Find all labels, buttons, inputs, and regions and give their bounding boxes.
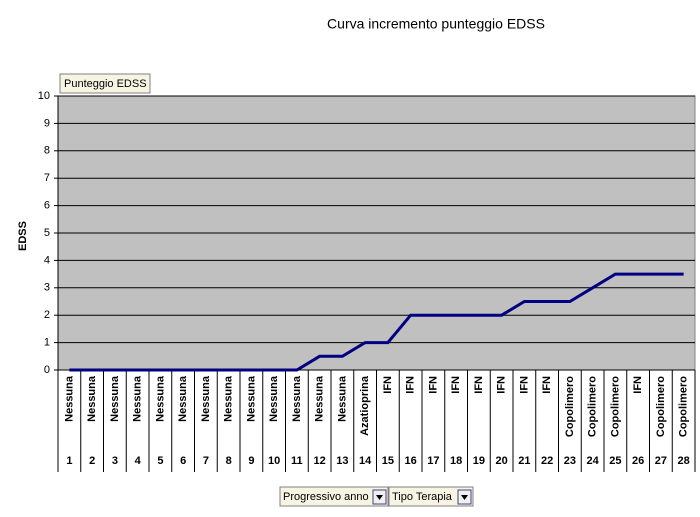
x-tick-label: 12	[314, 455, 326, 467]
field-button-label[interactable]: Progressivo anno	[283, 491, 369, 503]
x-tick-label: 19	[473, 455, 485, 467]
x-tick-label: 2	[89, 455, 95, 467]
x-tick-label: 3	[112, 455, 118, 467]
field-button-label[interactable]: Tipo Terapia	[392, 491, 453, 503]
x-tick-label: 7	[203, 455, 209, 467]
therapy-label: Copolimero	[587, 376, 599, 437]
y-tick-label: 3	[44, 282, 50, 294]
therapy-label: IFN	[518, 376, 530, 394]
x-tick-label: 11	[291, 455, 303, 467]
therapy-label: Azatioprina	[359, 375, 371, 436]
y-axis-label: EDSS	[17, 221, 29, 251]
y-tick-label: 5	[44, 227, 50, 239]
series-button[interactable]	[59, 73, 151, 94]
x-tick-label: 1	[66, 455, 72, 467]
y-tick-label: 1	[44, 337, 50, 349]
y-tick-label: 9	[44, 117, 50, 129]
therapy-label: Nessuna	[245, 375, 257, 422]
x-tick-label: 15	[382, 455, 394, 467]
therapy-label: IFN	[541, 376, 553, 394]
therapy-label: Copolimero	[564, 376, 576, 437]
field-button[interactable]	[388, 486, 474, 507]
x-tick-label: 16	[405, 455, 417, 467]
data-line	[69, 272, 684, 372]
y-tick-label: 8	[44, 145, 50, 157]
dropdown-arrow[interactable]	[376, 495, 383, 500]
x-tick-label: 5	[157, 455, 163, 467]
y-tick-label: 0	[44, 364, 50, 376]
x-tick-label: 10	[268, 455, 280, 467]
x-tick-label: 9	[248, 455, 254, 467]
y-tick-label: 10	[38, 90, 50, 102]
therapy-label: Nessuna	[200, 375, 212, 422]
y-tick-label: 2	[44, 309, 50, 321]
x-tick-label: 13	[336, 455, 348, 467]
x-tick-label: 18	[450, 455, 462, 467]
therapy-label: Nessuna	[154, 375, 166, 422]
therapy-label: Nessuna	[314, 375, 326, 422]
x-tick-label: 23	[564, 455, 576, 467]
x-tick-label: 26	[632, 455, 644, 467]
chart-title: Curva incremento punteggio EDSS	[327, 16, 545, 32]
therapy-label: Nessuna	[223, 375, 235, 422]
y-tick-label: 4	[44, 254, 50, 266]
x-tick-label: 20	[496, 455, 508, 467]
y-tick-label: 6	[44, 200, 50, 212]
x-tick-label: 25	[609, 455, 621, 467]
x-tick-label: 28	[678, 455, 690, 467]
therapy-label: IFN	[496, 376, 508, 394]
therapy-label: Nessuna	[132, 375, 144, 422]
x-tick-label: 4	[135, 455, 142, 467]
therapy-label: Nessuna	[177, 375, 189, 422]
therapy-label: IFN	[405, 376, 417, 394]
therapy-label: IFN	[473, 376, 485, 394]
therapy-label: Nessuna	[268, 375, 280, 422]
x-tick-label: 27	[655, 455, 667, 467]
therapy-label: Copolimero	[655, 376, 667, 437]
therapy-label: Copolimero	[609, 376, 621, 437]
dropdown-arrow[interactable]	[461, 495, 468, 500]
x-tick-label: 14	[359, 455, 372, 467]
x-tick-label: 8	[226, 455, 232, 467]
therapy-label: Nessuna	[109, 375, 121, 422]
x-tick-label: 21	[518, 455, 530, 467]
series-button-label[interactable]: Punteggio EDSS	[64, 78, 147, 90]
x-tick-label: 24	[587, 455, 600, 467]
therapy-label: IFN	[382, 376, 394, 394]
therapy-label: IFN	[427, 376, 439, 394]
x-tick-label: 22	[541, 455, 553, 467]
therapy-label: Nessuna	[336, 375, 348, 422]
therapy-label: Nessuna	[63, 375, 75, 422]
therapy-label: Copolimero	[678, 376, 690, 437]
therapy-label: IFN	[450, 376, 462, 394]
field-button[interactable]	[279, 486, 389, 507]
therapy-label: Nessuna	[86, 375, 98, 422]
x-tick-label: 6	[180, 455, 186, 467]
therapy-label: IFN	[632, 376, 644, 394]
therapy-label: Nessuna	[291, 375, 303, 422]
x-tick-label: 17	[427, 455, 439, 467]
y-tick-label: 7	[44, 172, 50, 184]
